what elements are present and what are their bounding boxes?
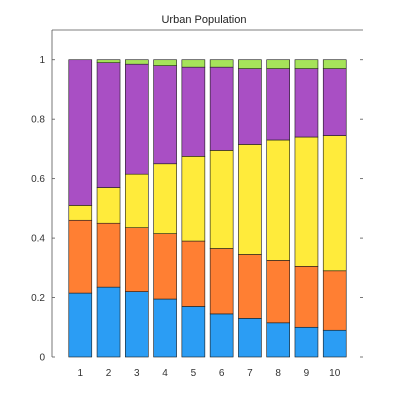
bar-segment: [96, 187, 121, 224]
bar-segment: [125, 227, 149, 292]
y-tick-label: 0.6: [31, 174, 45, 185]
bar-segment: [238, 318, 262, 358]
bar-segment: [294, 136, 319, 267]
bar-segment: [153, 59, 177, 66]
y-tick-label: 0: [39, 353, 45, 364]
y-tick-label: 1: [39, 55, 45, 66]
y-axis: 0 0.2 0.4 0.6 0.8 1: [31, 55, 363, 364]
bar-segment: [96, 62, 121, 188]
bar-segment: [181, 156, 206, 242]
bar-segment: [125, 173, 149, 228]
bar-segment: [322, 270, 347, 331]
bar-segment: [68, 205, 93, 221]
bar-segment: [181, 66, 206, 157]
bar-segment: [238, 59, 262, 69]
x-tick-label: 7: [247, 368, 253, 379]
x-tick-label: 1: [77, 368, 83, 379]
x-tick-label: 5: [191, 368, 197, 379]
bar-segment: [96, 59, 121, 63]
y-tick-label: 0.2: [31, 293, 45, 304]
bar-segment: [96, 222, 121, 288]
x-axis: 1 2 3 4 5 6 7 8 9 10: [77, 368, 340, 379]
bar-segment: [68, 219, 93, 294]
bar-segment: [238, 68, 262, 145]
bar-segment: [153, 65, 177, 165]
bar-segment: [181, 59, 206, 68]
y-tick-label: 0.8: [31, 115, 45, 126]
bar-segment: [322, 329, 347, 358]
bar-segment: [266, 68, 290, 141]
bar-segment: [294, 59, 319, 69]
bar-segment: [322, 59, 347, 69]
bar-segment: [266, 59, 290, 69]
x-tick-label: 6: [219, 368, 225, 379]
bar-segment: [153, 163, 177, 234]
plot-frame: [51, 29, 363, 357]
bar-segment: [125, 63, 149, 175]
bar-segment: [238, 254, 262, 319]
x-tick-label: 2: [106, 368, 112, 379]
bar-segment: [294, 266, 319, 328]
bar-segment: [266, 260, 290, 324]
x-tick-label: 9: [304, 368, 310, 379]
y-tick-label: 0.4: [31, 234, 45, 245]
bar-segment: [209, 59, 234, 68]
bar-segment: [209, 248, 234, 315]
bar-segment: [153, 233, 177, 300]
bar-segment: [125, 291, 149, 358]
bar-segment: [266, 322, 290, 358]
bar-segment: [153, 298, 177, 358]
bar-segment: [209, 66, 234, 151]
bar-segment: [181, 240, 206, 307]
x-tick-label: 4: [162, 368, 168, 379]
bar-segment: [125, 59, 149, 65]
bars: [68, 59, 347, 358]
bar-segment: [294, 68, 319, 138]
bar-segment: [266, 139, 290, 261]
bar-segment: [322, 135, 347, 272]
x-tick-label: 10: [329, 368, 341, 379]
bar-segment: [68, 59, 93, 206]
bar-segment: [238, 144, 262, 255]
bar-segment: [181, 306, 206, 358]
bar-segment: [322, 68, 347, 136]
bar-segment: [96, 286, 121, 358]
bar-segment: [209, 313, 234, 358]
bar-segment: [68, 292, 93, 358]
bar-segment: [294, 326, 319, 358]
bar-segment: [209, 150, 234, 249]
chart-title: Urban Population: [161, 14, 246, 26]
x-tick-label: 8: [275, 368, 281, 379]
x-tick-label: 3: [134, 368, 140, 379]
